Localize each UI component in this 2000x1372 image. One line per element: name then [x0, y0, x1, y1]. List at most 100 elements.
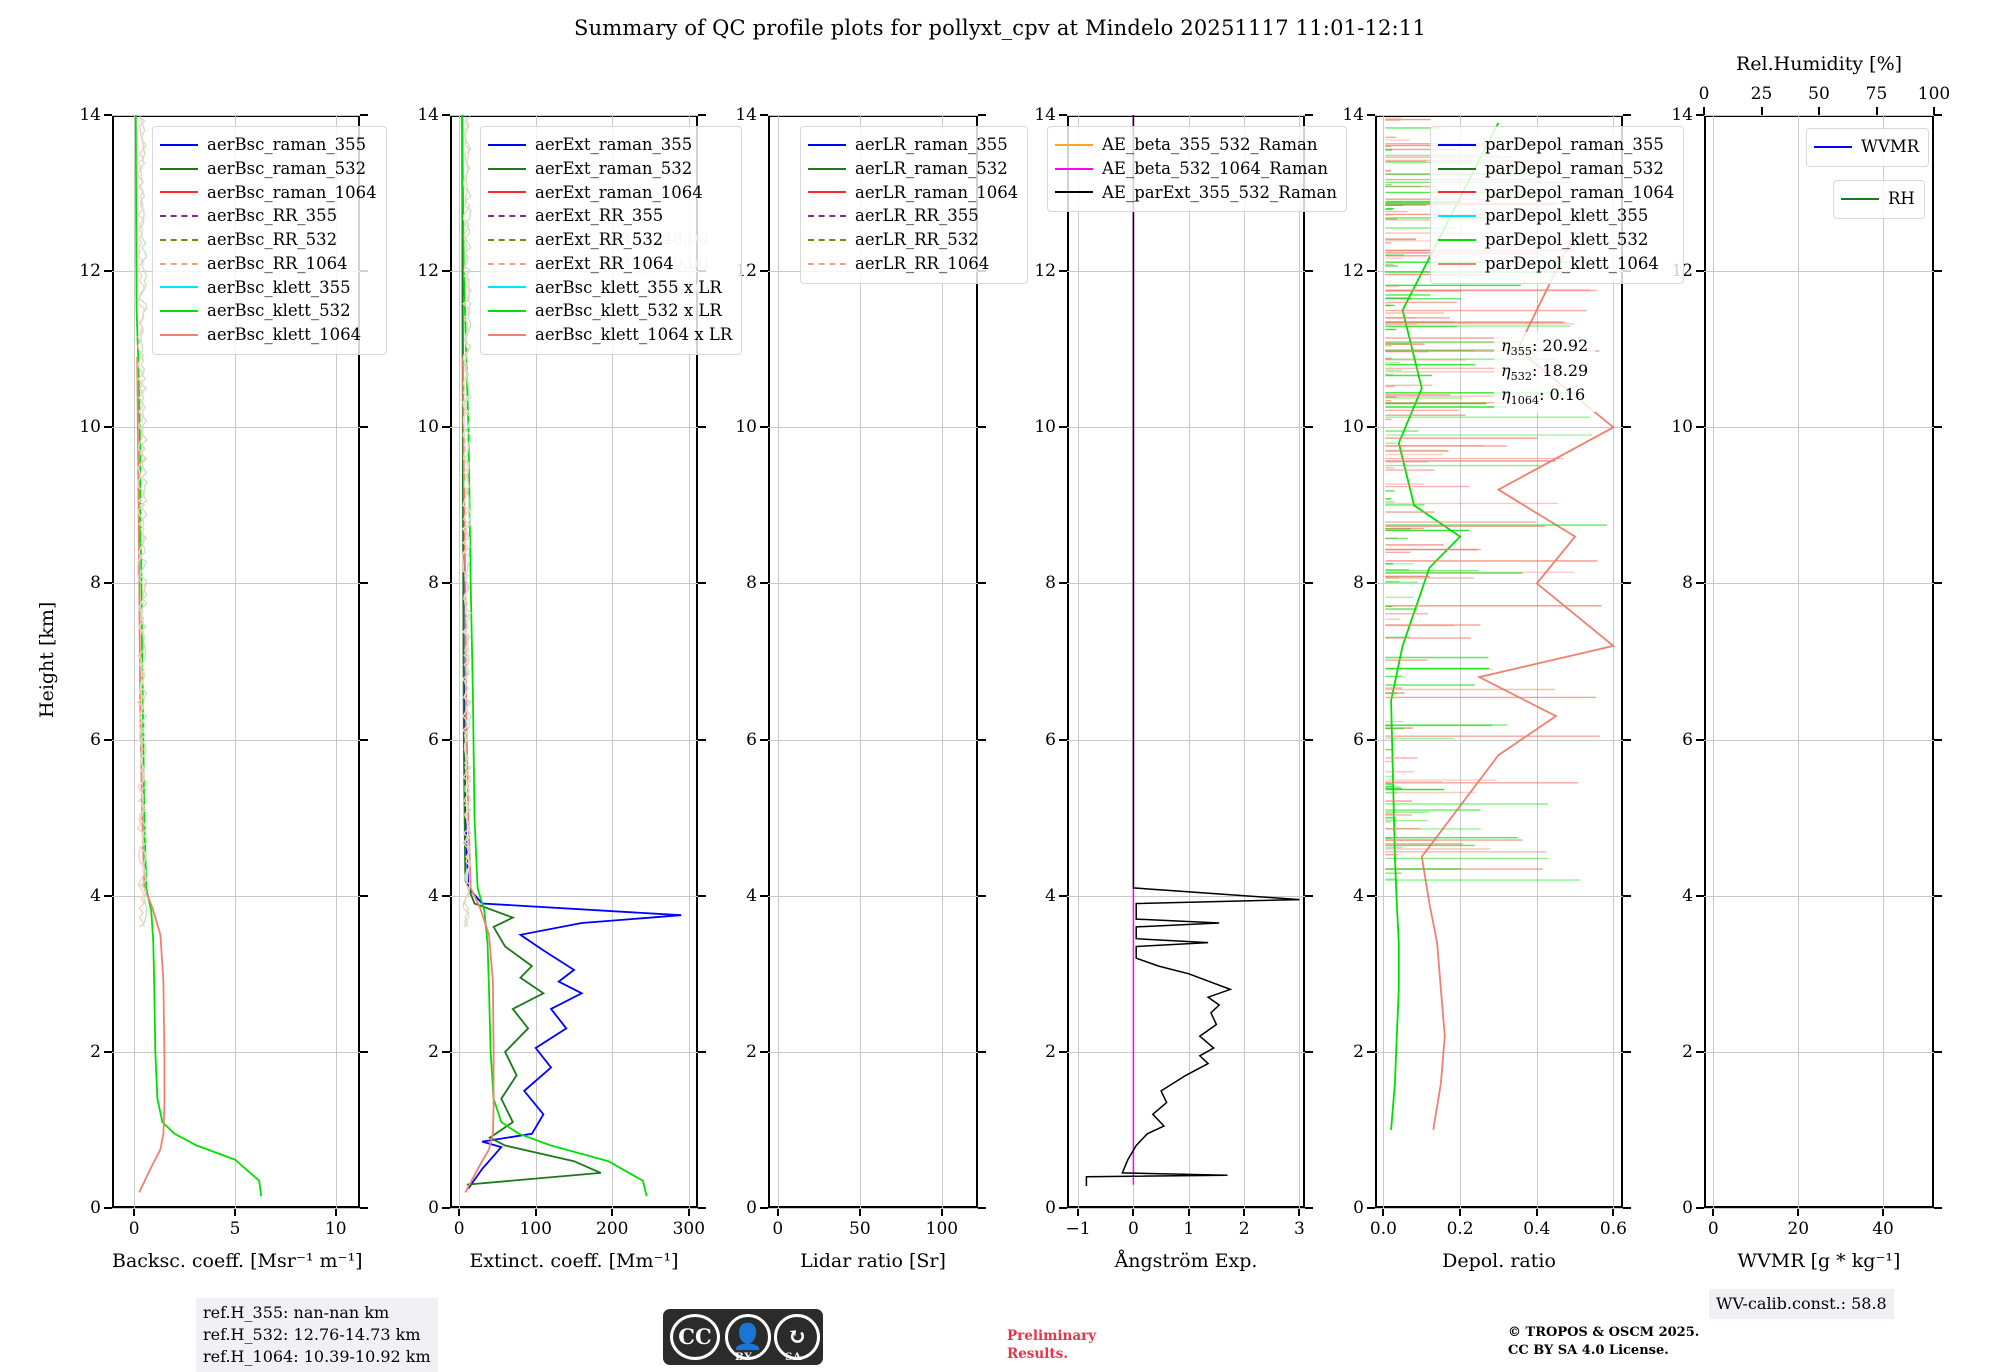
legend-label: aerLR_raman_355: [855, 135, 1008, 154]
legend-item[interactable]: aerExt_raman_1064: [488, 181, 732, 205]
legend-item[interactable]: aerLR_RR_355: [808, 204, 1018, 228]
legend-item[interactable]: parDepol_raman_1064: [1438, 181, 1674, 205]
y-tick: [1367, 114, 1375, 116]
legend-item[interactable]: AE_beta_532_1064_Raman: [1055, 157, 1337, 181]
legend-item[interactable]: aerLR_RR_532: [808, 228, 1018, 252]
legend-item[interactable]: aerBsc_klett_355 x LR: [488, 276, 732, 300]
gridline-horizontal: [112, 115, 360, 116]
legend-depolarization[interactable]: parDepol_raman_355 parDepol_raman_532 parD…: [1430, 126, 1685, 284]
legend-item[interactable]: aerExt_RR_532: [488, 228, 732, 252]
legend-color-swatch-solid: [488, 310, 526, 313]
legend-backscatter[interactable]: aerBsc_raman_355 aerBsc_raman_532 aerBsc_r…: [152, 126, 387, 355]
y-tick-label: 2: [1045, 1041, 1056, 1062]
y-tick: [1934, 582, 1942, 585]
x-tick-label: 0.6: [1599, 1219, 1627, 1239]
series-parDepol_klett_1064: [1420, 231, 1616, 1131]
legend-color-swatch-dashed: [808, 262, 846, 265]
legend-item[interactable]: aerBsc_RR_1064: [160, 252, 377, 276]
gridline-horizontal: [450, 115, 698, 116]
legend-item[interactable]: aerLR_raman_532: [808, 157, 1018, 181]
legend-item[interactable]: aerBsc_raman_1064: [160, 181, 377, 205]
y-tick: [1696, 114, 1704, 116]
y-tick: [104, 1050, 112, 1053]
legend-item[interactable]: parDepol_raman_355: [1438, 133, 1674, 157]
gridline-horizontal: [768, 1208, 978, 1209]
y-tick-label: 6: [90, 729, 101, 750]
legend-item[interactable]: aerExt_RR_355: [488, 204, 732, 228]
y-tick-label: 2: [1682, 1041, 1693, 1062]
y-tick-label: 8: [1682, 573, 1693, 594]
reference-height-line: ref.H_1064: 10.39-10.92 km: [203, 1347, 431, 1367]
gridline-horizontal: [1704, 1208, 1934, 1209]
y-tick: [1934, 1207, 1942, 1209]
legend-item[interactable]: aerLR_raman_355: [808, 133, 1018, 157]
y-tick: [1934, 426, 1942, 429]
legend-item[interactable]: aerBsc_RR_532: [160, 228, 377, 252]
legend-item[interactable]: parDepol_raman_532: [1438, 157, 1674, 181]
legend-item[interactable]: aerBsc_klett_532: [160, 299, 377, 323]
legend-item[interactable]: parDepol_klett_355: [1438, 204, 1674, 228]
y-tick-label: 12: [1034, 261, 1056, 282]
x-tick-label: 0: [128, 1219, 140, 1239]
legend-angstrom[interactable]: AE_beta_355_532_Raman AE_beta_532_1064_Ra…: [1047, 126, 1347, 213]
y-tick-label: 8: [1045, 573, 1056, 594]
gridline-vertical: [1188, 115, 1190, 1208]
gridline-horizontal: [1375, 427, 1623, 429]
legend-item[interactable]: RH: [1841, 187, 1915, 211]
cc-sa-label: SA: [785, 1351, 802, 1363]
gridline-horizontal: [1375, 895, 1623, 897]
legend-item[interactable]: aerBsc_RR_355: [160, 204, 377, 228]
y-tick: [104, 270, 112, 273]
legend-item[interactable]: aerExt_raman_532: [488, 157, 732, 181]
gridline-vertical: [134, 115, 136, 1208]
legend-item[interactable]: AE_beta_355_532_Raman: [1055, 133, 1337, 157]
legend-extinction[interactable]: aerExt_raman_355 aerExt_raman_532 aerExt_r…: [480, 126, 743, 355]
legend-label: aerBsc_RR_1064: [207, 253, 348, 273]
legend-item[interactable]: aerLR_RR_1064: [808, 252, 1018, 276]
legend-label: aerBsc_RR_355: [207, 206, 338, 226]
y-tick: [1696, 582, 1704, 585]
gridline-horizontal: [1067, 1051, 1305, 1053]
legend-item[interactable]: AE_parExt_355_532_Raman: [1055, 181, 1337, 205]
gridline-horizontal: [1704, 739, 1934, 741]
y-tick-label: 4: [1353, 885, 1364, 906]
legend-item[interactable]: aerExt_RR_1064: [488, 252, 732, 276]
legend-label: aerBsc_klett_355 x LR: [535, 277, 722, 297]
legend-item[interactable]: aerBsc_raman_532: [160, 157, 377, 181]
legend-wvmr[interactable]: WVMR: [1806, 128, 1930, 167]
gridline-horizontal: [768, 427, 978, 429]
legend-color-swatch-dashed: [808, 238, 846, 241]
legend-item[interactable]: aerBsc_raman_355: [160, 133, 377, 157]
y-tick-label: 2: [746, 1041, 757, 1062]
legend-item[interactable]: aerExt_raman_355: [488, 133, 732, 157]
legend-item[interactable]: WVMR: [1814, 135, 1919, 159]
legend-rh[interactable]: RH: [1833, 180, 1925, 219]
depol-eta-line: η532: 18.29: [1501, 360, 1589, 383]
y-tick: [442, 270, 450, 273]
cc-icon: CC: [670, 1314, 720, 1360]
y-tick: [360, 582, 368, 585]
legend-item[interactable]: parDepol_klett_532: [1438, 228, 1674, 252]
legend-lidar-ratio[interactable]: aerLR_raman_355 aerLR_raman_532 aerLR_rama…: [800, 126, 1029, 284]
y-tick: [1059, 270, 1067, 273]
legend-label: aerBsc_klett_1064 x LR: [535, 325, 733, 344]
y-tick-label: 4: [428, 885, 439, 906]
noise-trace: [461, 116, 471, 928]
legend-item[interactable]: aerBsc_klett_1064: [160, 323, 377, 347]
creative-commons-badge[interactable]: CC 👤 ↻ BY SA: [663, 1309, 823, 1365]
legend-label: aerLR_raman_1064: [855, 182, 1019, 202]
legend-item[interactable]: aerBsc_klett_355: [160, 276, 377, 300]
x-tick: [458, 1208, 461, 1216]
legend-item[interactable]: parDepol_klett_1064: [1438, 252, 1674, 276]
x-tick: [233, 1208, 236, 1216]
legend-item[interactable]: aerBsc_klett_532 x LR: [488, 299, 732, 323]
legend-item[interactable]: aerBsc_klett_1064 x LR: [488, 323, 732, 347]
plot-panel-lidar-ratio: 0 50 100 0 2 4 6 8 10 12 14 Lidar ratio [Sr]: [735, 105, 986, 1272]
legend-color-swatch-dashed: [488, 262, 526, 265]
x-tick: [776, 1208, 779, 1216]
preliminary-line: Preliminary: [1007, 1328, 1097, 1344]
y-tick: [1623, 894, 1631, 897]
data-curves: [1390, 122, 1616, 1131]
y-tick: [978, 582, 986, 585]
legend-item[interactable]: aerLR_raman_1064: [808, 181, 1018, 205]
